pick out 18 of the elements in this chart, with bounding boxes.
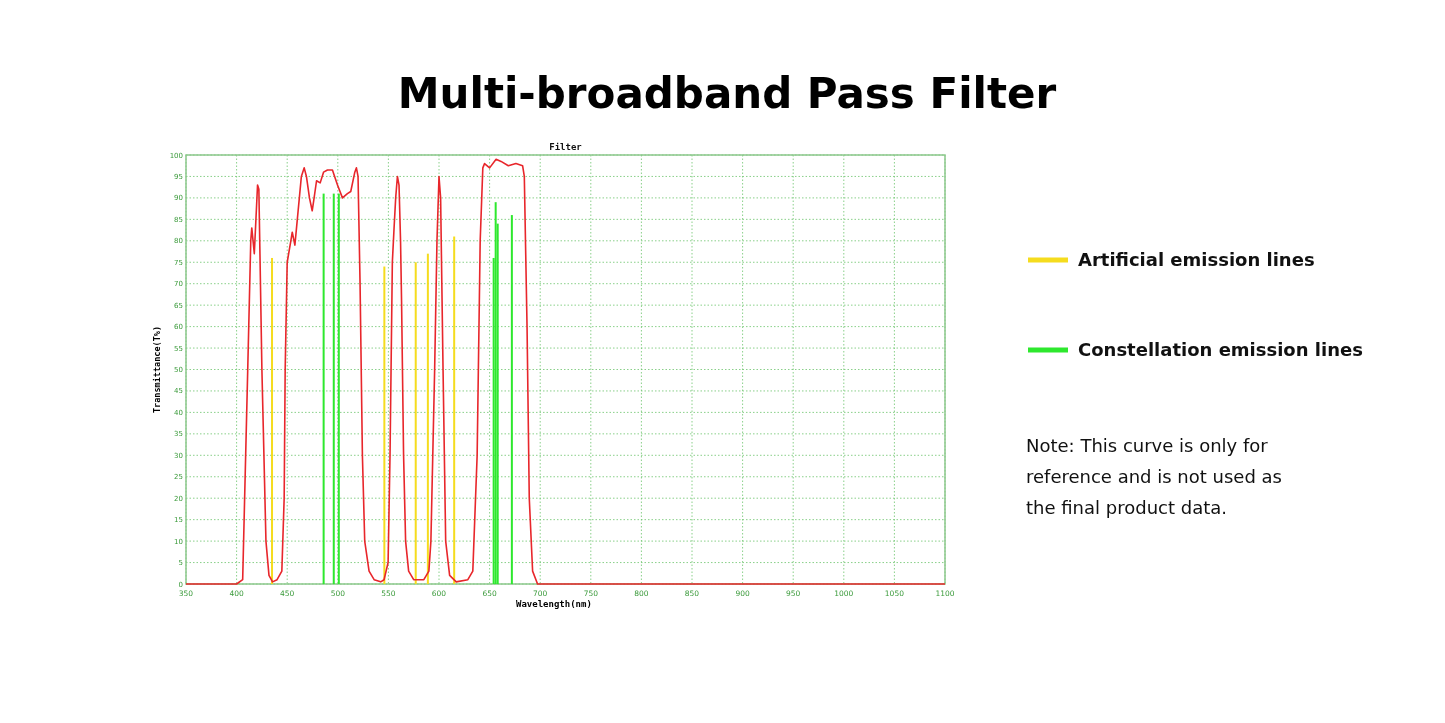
line-series	[185, 158, 946, 585]
x-axis-title: Wavelength(nm)	[516, 599, 592, 609]
bar	[414, 262, 417, 584]
bar	[453, 236, 456, 584]
chart-title: Multi-broadband Pass Filter	[397, 69, 1057, 118]
bar	[494, 202, 497, 584]
bar	[426, 253, 429, 584]
chart-subtitle: Filter	[549, 142, 583, 152]
bar	[383, 266, 386, 584]
text: Note: This curve is only for reference and is not used as the final product data.	[1026, 435, 1282, 518]
y-axis-title: Transmittance(T%)	[152, 326, 162, 413]
bar	[510, 215, 513, 584]
bar	[271, 257, 274, 584]
bar	[337, 193, 340, 584]
bar	[322, 193, 325, 584]
legend-label: Constellation emission lines	[1078, 339, 1363, 360]
bar	[332, 193, 335, 584]
legend-label: Artificial emission lines	[1078, 249, 1315, 270]
